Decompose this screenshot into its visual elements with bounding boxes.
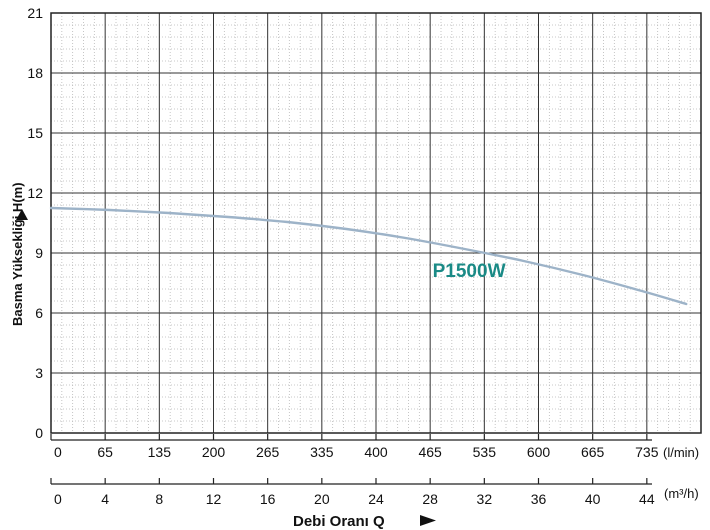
x-tick-label-m3h: 16 xyxy=(260,491,276,507)
x-tick-label-m3h: 0 xyxy=(54,491,62,507)
x-tick-label-m3h: 32 xyxy=(477,491,493,507)
y-tick-label: 12 xyxy=(27,185,43,201)
x-unit-m3h: (m³/h) xyxy=(664,486,699,501)
y-tick-label: 15 xyxy=(27,125,43,141)
x-tick-label-lmin: 600 xyxy=(527,444,551,460)
x-tick-label-lmin: 265 xyxy=(256,444,280,460)
x-axis-lmin: 0 65 135 200 265 335 400 465 535 600 665 735 xyxy=(50,434,659,460)
x-tick-label-lmin: 200 xyxy=(202,444,226,460)
x-tick-label-m3h: 40 xyxy=(585,491,601,507)
x-tick-label-lmin: 465 xyxy=(418,444,442,460)
y-tick-label: 18 xyxy=(27,65,43,81)
y-axis-arrow-icon xyxy=(16,209,28,220)
x-tick-label-lmin: 0 xyxy=(54,444,62,460)
y-axis-title: Basma Yüksekliği H(m) xyxy=(10,182,25,326)
series-label-p1500w: P1500W xyxy=(433,261,506,282)
x-tick-label-m3h: 44 xyxy=(639,491,655,507)
series-line-p1500w xyxy=(49,206,688,306)
x-tick-label-lmin: 535 xyxy=(473,444,497,460)
x-tick-label-m3h: 24 xyxy=(368,491,384,507)
x-axis-arrow-icon xyxy=(420,515,436,526)
y-tick-labels: 0 3 6 9 12 15 18 21 xyxy=(27,5,43,441)
x-tick-label-m3h: 12 xyxy=(206,491,222,507)
x-tick-label-lmin: 335 xyxy=(310,444,334,460)
x-tick-label-lmin: 65 xyxy=(97,444,113,460)
x-tick-label-m3h: 4 xyxy=(101,491,109,507)
x-axis-m3h: 0 4 8 12 16 20 24 28 32 36 40 44 xyxy=(50,478,655,507)
x-axis-title: Debi Oranı Q xyxy=(293,513,385,530)
x-tick-label-m3h: 20 xyxy=(314,491,330,507)
x-tick-label-lmin: 665 xyxy=(581,444,605,460)
x-unit-lmin: (l/min) xyxy=(663,445,699,460)
major-grid xyxy=(51,13,701,433)
x-tick-label-m3h: 36 xyxy=(531,491,547,507)
x-tick-label-lmin: 135 xyxy=(148,444,172,460)
x-tick-label-m3h: 8 xyxy=(155,491,163,507)
y-tick-label: 3 xyxy=(35,365,43,381)
y-tick-label: 21 xyxy=(27,5,43,21)
x-tick-label-lmin: 400 xyxy=(364,444,388,460)
y-tick-label: 6 xyxy=(35,305,43,321)
x-tick-label-m3h: 28 xyxy=(422,491,438,507)
series-layer: P1500W xyxy=(49,206,688,306)
y-tick-label: 0 xyxy=(35,425,43,441)
plot-frame xyxy=(50,12,702,434)
y-tick-label: 9 xyxy=(35,245,43,261)
x-tick-label-lmin: 735 xyxy=(635,444,659,460)
